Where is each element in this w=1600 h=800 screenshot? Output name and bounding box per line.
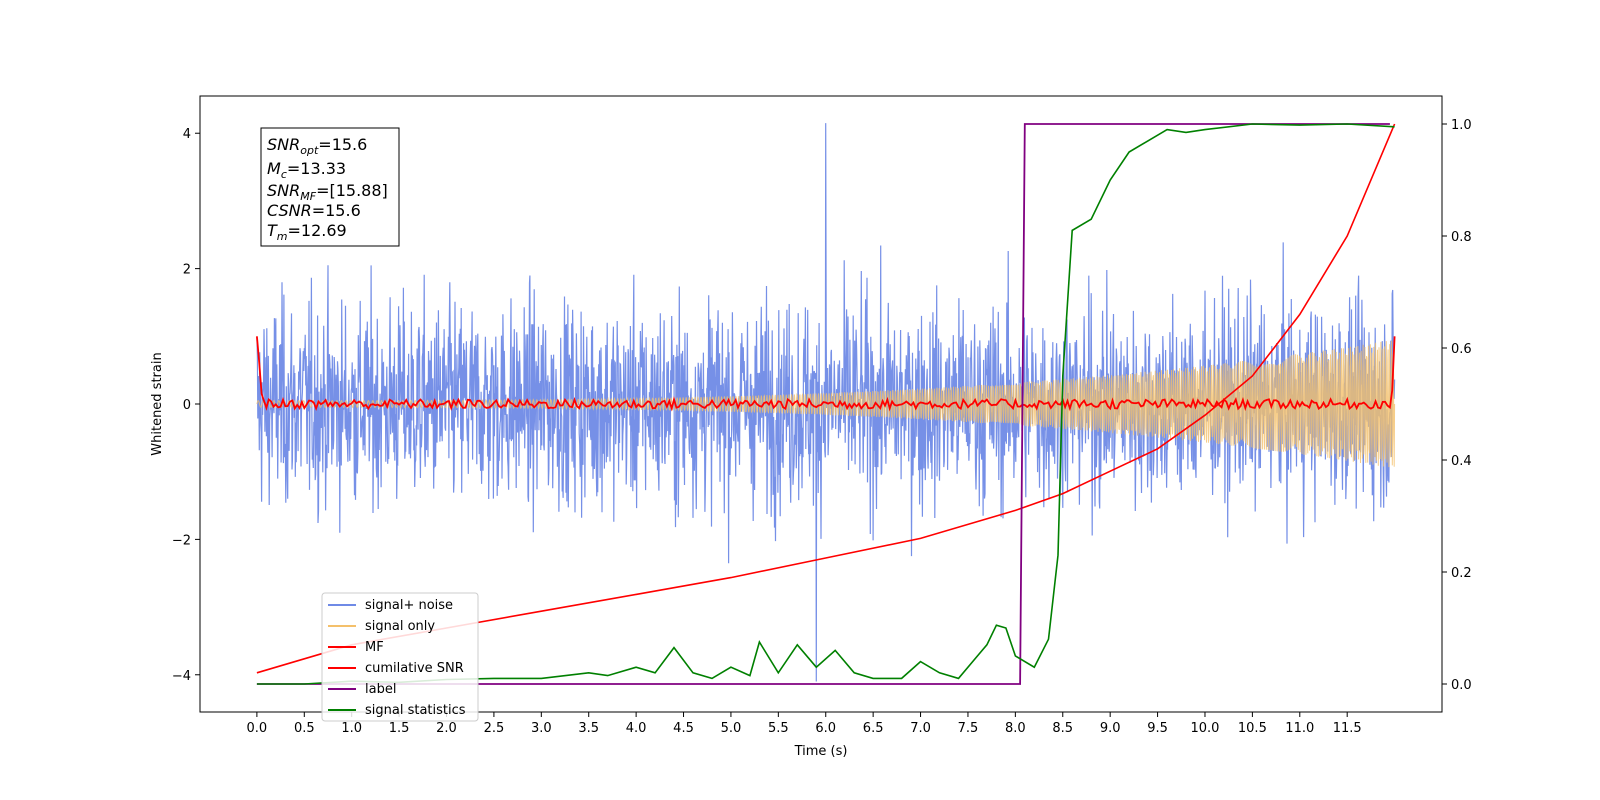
x-tick-label: 4.5 xyxy=(673,721,694,736)
x-tick-label: 4.0 xyxy=(626,721,647,736)
x-tick-label: 2.5 xyxy=(484,721,505,736)
x-tick-label: 0.0 xyxy=(247,721,268,736)
annotation-csnr: CSNR=15.6 xyxy=(267,201,361,220)
x-tick-label: 7.0 xyxy=(910,721,931,736)
series-label xyxy=(256,123,1390,685)
annotation-box xyxy=(260,127,400,247)
x-tick-label: 3.5 xyxy=(578,721,599,736)
y-tick-label: −2 xyxy=(172,533,191,548)
series-layer xyxy=(256,123,1396,685)
y2-tick-label: 0.0 xyxy=(1451,678,1472,693)
legend-box xyxy=(321,592,479,722)
x-tick-label: 2.0 xyxy=(436,721,457,736)
legend-label-mf: MF xyxy=(365,640,384,655)
legend-label-signal-only: signal only xyxy=(365,619,435,634)
x-tick-label: 8.5 xyxy=(1052,721,1073,736)
y2-tick-label: 0.2 xyxy=(1451,566,1472,581)
annotation-tm: Tm=12.69 xyxy=(267,221,347,243)
legend-label-label: label xyxy=(365,682,396,697)
x-tick-label: 10.0 xyxy=(1191,721,1220,736)
x-tick-label: 11.0 xyxy=(1285,721,1314,736)
y-tick-label: −4 xyxy=(172,669,191,684)
x-tick-label: 3.0 xyxy=(531,721,552,736)
y-tick-label: 0 xyxy=(183,398,191,413)
series-signal-noise xyxy=(256,123,1396,682)
y-tick-label: 4 xyxy=(183,127,191,142)
x-tick-label: 1.5 xyxy=(389,721,410,736)
series-mf xyxy=(256,336,1396,412)
x-tick-label: 8.0 xyxy=(1005,721,1026,736)
x-tick-label: 5.5 xyxy=(768,721,789,736)
x-tick-label: 1.0 xyxy=(341,721,362,736)
x-tick-label: 0.5 xyxy=(294,721,315,736)
annotation-snr-opt: SNRopt=15.6 xyxy=(267,135,367,157)
x-tick-label: 9.0 xyxy=(1100,721,1121,736)
x-tick-label: 5.0 xyxy=(721,721,742,736)
legend-label-signal-statistics: signal statistics xyxy=(365,703,466,718)
legend-label-cumulative-snr: cumilative SNR xyxy=(365,661,464,676)
annotation-snr-mf: SNRMF=[15.88] xyxy=(267,181,388,203)
ticks-layer: 0.0 0.5 1.0 1.5 2.0 2.5 3.0 3.5 4.0 4.5 5.0 5.5 6.0 6… xyxy=(172,118,1472,736)
y2-tick-label: 0.6 xyxy=(1451,342,1472,357)
x-tick-label: 9.5 xyxy=(1147,721,1168,736)
y-tick-label: 2 xyxy=(183,263,191,278)
legend-label-signal-noise: signal+ noise xyxy=(365,598,453,613)
x-tick-label: 7.5 xyxy=(958,721,979,736)
y-axis-label: Whitened strain xyxy=(150,352,165,455)
y2-tick-label: 1.0 xyxy=(1451,118,1472,133)
x-tick-label: 11.5 xyxy=(1333,721,1362,736)
legend: signal+ noise signal only MF cumilative … xyxy=(321,592,479,722)
x-tick-label: 6.5 xyxy=(863,721,884,736)
series-cumulative-snr xyxy=(256,123,1396,674)
stats-annotation: SNRopt=15.6 Mc=13.33 SNRMF=[15.88] CSNR=… xyxy=(260,127,400,247)
x-axis-label: Time (s) xyxy=(794,744,848,759)
x-tick-label: 6.0 xyxy=(815,721,836,736)
y2-tick-label: 0.4 xyxy=(1451,454,1472,469)
series-signal-statistics xyxy=(256,123,1395,685)
annotation-mc: Mc=13.33 xyxy=(267,159,346,181)
y2-tick-label: 0.8 xyxy=(1451,230,1472,245)
x-tick-label: 10.5 xyxy=(1238,721,1267,736)
